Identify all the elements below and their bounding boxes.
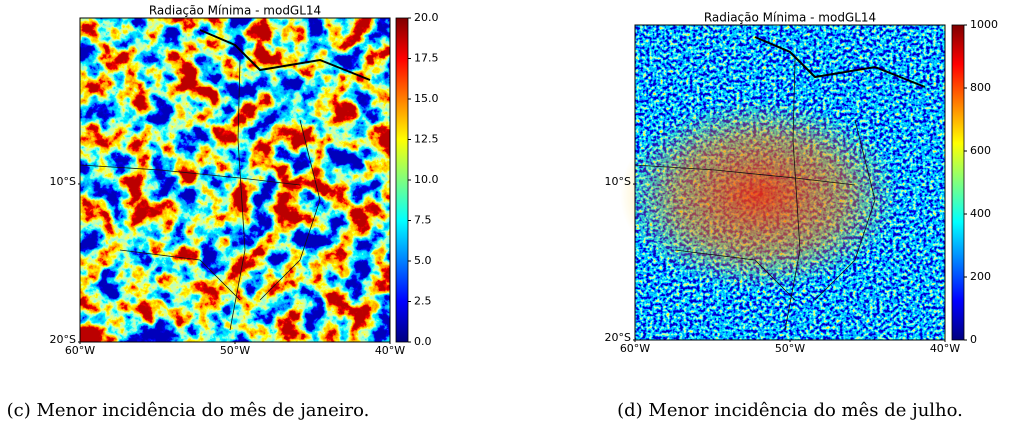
colorbar	[395, 17, 409, 343]
colorbar-tick-label: 17.5	[414, 52, 439, 65]
map-image-left	[80, 18, 390, 342]
chart-title: Radiação Mínima - modGL14	[704, 11, 876, 25]
colorbar-tick-label: 600	[970, 144, 991, 157]
colorbar-tick-label: 10.0	[414, 173, 439, 186]
colorbar	[951, 24, 965, 341]
colorbar-tick-label: 2.5	[414, 295, 432, 308]
colorbar-tick-label: 200	[970, 270, 991, 283]
x-tick-label: 60°W	[620, 342, 650, 355]
colorbar-tick-label: 400	[970, 207, 991, 220]
colorbar-tick-label: 0.0	[414, 335, 432, 348]
colorbar-tick-label: 1000	[970, 18, 998, 31]
x-tick-label: 40°W	[930, 342, 960, 355]
y-tick-label: 10°S	[50, 175, 76, 188]
y-tick-label: 20°S	[50, 333, 76, 346]
x-tick-label: 50°W	[775, 342, 805, 355]
y-tick-label: 10°S	[605, 175, 631, 188]
map-image-right	[620, 25, 945, 340]
borders	[79, 29, 926, 331]
y-tick-label: 20°S	[605, 331, 631, 344]
chart-title: Radiação Mínima - modGL14	[149, 4, 321, 18]
colorbar-tick-label: 0	[970, 333, 977, 346]
colorbar-tick-label: 800	[970, 81, 991, 94]
colorbar-tick-label: 15.0	[414, 92, 439, 105]
colorbar-tick-label: 20.0	[414, 11, 439, 24]
colorbar-tick-label: 5.0	[414, 254, 432, 267]
caption: (d) Menor incidência do mês de julho.	[617, 400, 963, 421]
x-tick-label: 40°W	[375, 344, 405, 357]
colorbar-tick-label: 12.5	[414, 133, 439, 146]
colorbar-tick-label: 7.5	[414, 214, 432, 227]
caption: (c) Menor incidência do mês de janeiro.	[7, 400, 370, 421]
x-tick-label: 50°W	[220, 344, 250, 357]
x-tick-label: 60°W	[65, 344, 95, 357]
